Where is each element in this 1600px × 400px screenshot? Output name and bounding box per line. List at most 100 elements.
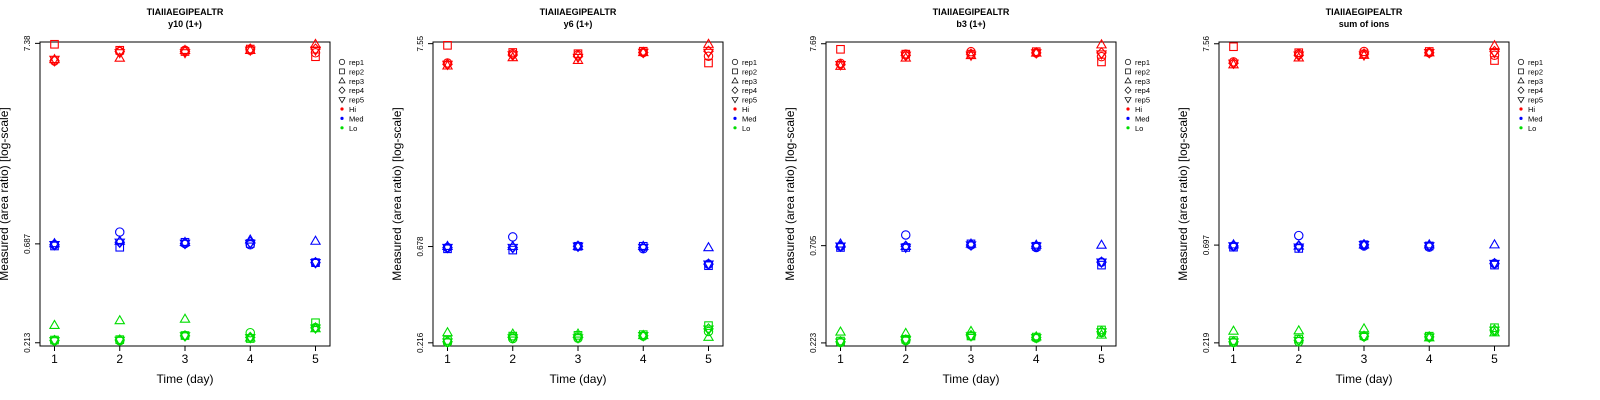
- chart-panel-1: TIAIIAEGIPEALTR y10 (1+) 1 2 3 4 5 Time (day) 0.…: [0, 7, 364, 386]
- x-tick-label: 2: [509, 352, 516, 366]
- legend-label: Med: [742, 114, 757, 123]
- data-point-lo-rep3: [965, 325, 977, 335]
- legend-color-dot-icon: [1519, 107, 1523, 111]
- data-point-med-rep5: [702, 260, 715, 271]
- data-point-lo-rep3: [1227, 325, 1240, 335]
- data-point-lo-rep3: [309, 322, 322, 333]
- data-point-lo-rep3: [1423, 331, 1435, 342]
- legend-label: rep1: [349, 58, 364, 67]
- legend-color-dot-icon: [340, 107, 344, 111]
- x-tick-label: 4: [247, 352, 254, 366]
- data-point-lo-rep5: [637, 332, 649, 342]
- data-point-hi-rep5: [114, 49, 126, 59]
- data-point-lo-rep3: [1293, 324, 1305, 335]
- data-point-lo-rep3: [441, 326, 454, 337]
- y-axis-label: Measured (area ratio) [log-scale]: [783, 107, 797, 280]
- data-point-hi-rep2: [311, 52, 320, 62]
- data-point-lo-rep3: [572, 328, 584, 338]
- data-point-lo-rep5: [900, 336, 912, 347]
- data-point-lo-rep5: [507, 334, 519, 344]
- y-tick-label: 0.216: [416, 332, 425, 353]
- data-point-lo-rep5: [965, 332, 977, 342]
- legend-label: rep3: [1135, 77, 1150, 86]
- x-tick-label: 5: [1491, 352, 1498, 366]
- y-tick-label: 7.69: [809, 35, 818, 51]
- data-point-lo-rep5: [1030, 334, 1042, 344]
- data-point-med-rep5: [244, 239, 256, 250]
- legend-label: rep5: [742, 96, 757, 105]
- data-point-hi-rep5: [507, 51, 519, 61]
- x-tick-label: 5: [1098, 352, 1105, 366]
- legend-color-dot-icon: [340, 126, 344, 130]
- data-point-lo-rep3: [637, 329, 649, 340]
- y-tick-label: 7.56: [1202, 35, 1211, 51]
- x-tick-label: 1: [1230, 352, 1237, 366]
- data-point-hi-rep2: [573, 49, 583, 59]
- data-point-hi-rep5: [309, 46, 322, 57]
- x-axis-label: Time (day): [157, 372, 214, 386]
- data-point-lo-rep5: [702, 325, 715, 336]
- data-point-hi-rep5: [572, 53, 584, 64]
- diamond-icon: [338, 86, 346, 95]
- y-axis-label: Measured (area ratio) [log-scale]: [1176, 107, 1190, 280]
- data-point-hi-rep3: [1423, 46, 1435, 57]
- chart-title: TIAIIAEGIPEALTR: [147, 7, 224, 17]
- circle-icon: [1124, 58, 1132, 66]
- data-point-hi-rep3: [1488, 39, 1501, 50]
- data-point-med-rep5: [965, 241, 977, 251]
- data-point-hi-rep5: [244, 46, 256, 57]
- data-point-med-rep1: [115, 227, 125, 237]
- x-tick-label: 1: [837, 352, 844, 366]
- data-point-med-rep5: [179, 239, 191, 250]
- legend-label: rep3: [742, 77, 757, 86]
- data-point-hi-rep5: [965, 51, 977, 62]
- data-point-med-rep2: [508, 245, 518, 255]
- legend-color-dot-icon: [733, 116, 737, 120]
- data-point-hi-rep5: [1030, 49, 1042, 59]
- legend-label: rep4: [742, 86, 757, 95]
- y-axis-label: Measured (area ratio) [log-scale]: [0, 107, 11, 280]
- data-point-lo-rep5: [441, 338, 454, 348]
- data-point-hi-rep5: [1227, 59, 1240, 70]
- legend-label: Hi: [349, 105, 356, 114]
- data-point-med-rep2: [1097, 260, 1106, 270]
- diamond-icon: [731, 86, 739, 95]
- data-point-med-rep3: [1488, 238, 1501, 249]
- x-tick-label: 3: [575, 352, 582, 366]
- data-point-lo-rep3: [114, 314, 126, 325]
- y-tick-label: 0.223: [809, 332, 818, 353]
- legend-label: rep2: [742, 67, 757, 76]
- y-axis-label: Measured (area ratio) [log-scale]: [390, 107, 404, 280]
- data-point-med-rep5: [1488, 259, 1501, 270]
- data-point-hi-rep3: [702, 38, 715, 48]
- data-point-lo-rep3: [900, 327, 912, 337]
- chart-subtitle: y10 (1+): [168, 19, 202, 29]
- plot-frame: [39, 41, 331, 347]
- data-point-lo-rep3: [48, 319, 61, 329]
- data-point-hi-rep1: [1096, 51, 1107, 62]
- legend-color-dot-icon: [1126, 107, 1130, 111]
- y-tick-label: 7.38: [23, 35, 32, 51]
- legend-label: rep5: [1135, 96, 1150, 105]
- data-point-hi-rep2: [50, 39, 59, 49]
- data-point-med-rep3: [572, 240, 584, 250]
- data-point-hi-rep5: [441, 60, 454, 71]
- legend-color-dot-icon: [1519, 126, 1523, 130]
- data-point-lo-rep5: [1227, 338, 1240, 349]
- data-point-hi-rep5: [1095, 50, 1108, 61]
- y-tick-label: 0.219: [1202, 332, 1211, 353]
- chart-panel-4: TIAIIAEGIPEALTR sum of ions 1 2 3 4 5 Time (day…: [1176, 7, 1543, 386]
- data-point-med-rep5: [1227, 242, 1240, 252]
- data-point-med-rep5: [637, 243, 649, 254]
- circle-icon: [1517, 58, 1525, 66]
- data-point-med-rep5: [48, 241, 61, 251]
- data-point-lo-rep5: [1488, 326, 1501, 337]
- square-icon: [1518, 68, 1524, 75]
- data-point-lo-rep5: [114, 336, 126, 347]
- data-point-med-rep5: [834, 242, 847, 253]
- x-tick-label: 3: [968, 352, 975, 366]
- data-point-med-rep5: [900, 243, 912, 254]
- legend-label: rep2: [1135, 67, 1150, 76]
